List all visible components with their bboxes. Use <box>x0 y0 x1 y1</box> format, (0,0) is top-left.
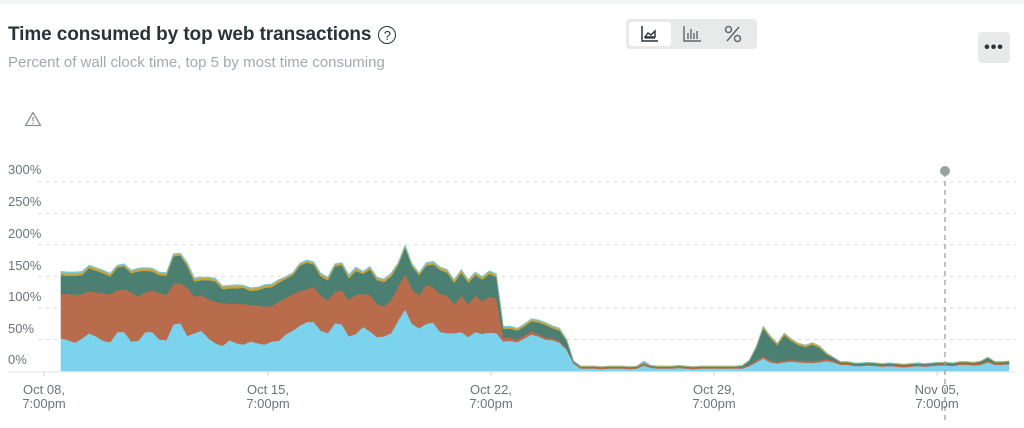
area-chart-button[interactable] <box>629 22 671 46</box>
x-tick-nov05: Nov 05, 7:00pm <box>914 382 960 411</box>
bar-chart-button[interactable] <box>671 22 713 46</box>
y-tick-0: 0% <box>8 352 27 367</box>
top-divider <box>0 0 1024 4</box>
chart-type-switcher <box>626 19 757 49</box>
percent-button[interactable] <box>712 22 754 46</box>
question-circle-icon[interactable]: ? <box>378 26 397 44</box>
area-chart-icon <box>641 26 658 42</box>
cursor-marker-handle[interactable] <box>940 166 950 176</box>
warning-triangle-icon[interactable] <box>24 111 42 132</box>
series-area-5[interactable] <box>60 243 1010 367</box>
x-tick-oct08: Oct 08, 7:00pm <box>22 382 66 411</box>
x-tick-oct22: Oct 22, 7:00pm <box>469 382 513 411</box>
y-tick-100: 100% <box>8 289 42 304</box>
more-options-button[interactable]: ••• <box>978 32 1010 63</box>
y-tick-150: 150% <box>8 258 42 273</box>
y-tick-250: 250% <box>8 194 42 209</box>
bar-chart-icon <box>682 26 701 42</box>
percent-icon <box>724 25 742 43</box>
chart-title-text: Time consumed by top web transactions <box>8 24 372 45</box>
y-tick-300: 300% <box>8 162 42 177</box>
chart-subtitle: Percent of wall clock time, top 5 by mos… <box>8 54 385 71</box>
y-tick-50: 50% <box>8 321 35 336</box>
x-tick-oct15: Oct 15, 7:00pm <box>246 382 290 411</box>
y-tick-200: 200% <box>8 226 42 241</box>
x-tick-oct29: Oct 29, 7:00pm <box>692 382 736 411</box>
chart-title: Time consumed by top web transactions ? <box>8 24 397 46</box>
